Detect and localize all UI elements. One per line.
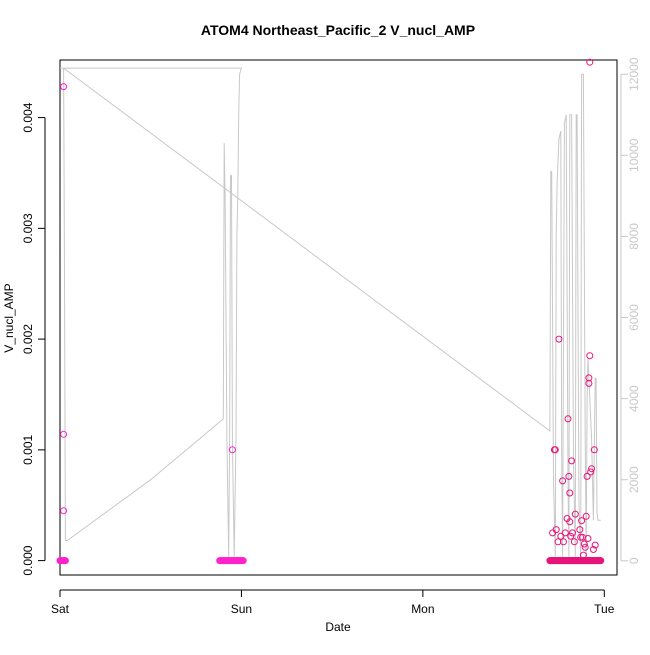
data-point <box>571 510 579 518</box>
line-layer <box>60 67 601 557</box>
data-point <box>569 529 576 537</box>
series-line <box>60 67 601 557</box>
data-point <box>590 446 598 454</box>
data-point <box>586 58 594 66</box>
data-point <box>578 517 586 525</box>
right-tick-label: 10000 <box>627 138 641 172</box>
data-point <box>566 489 574 497</box>
data-point <box>557 532 565 540</box>
data-point <box>589 546 597 553</box>
data-point <box>579 551 587 559</box>
y-tick-label: 0.002 <box>21 324 35 354</box>
data-point <box>564 415 572 423</box>
data-point <box>551 446 559 454</box>
data-point <box>570 538 578 546</box>
right-tick-label: 4000 <box>627 385 641 412</box>
data-point <box>585 379 593 387</box>
x-tick-label: Sat <box>51 602 70 616</box>
data-point <box>559 477 567 485</box>
x-tick-label: Sun <box>231 602 252 616</box>
axes-layer: Sat Sun Mon Tue 0.000 0.001 0.002 0.003 0.004 0 20… <box>21 57 641 616</box>
data-point <box>566 518 574 526</box>
y-tick-label: 0.003 <box>21 213 35 243</box>
data-point <box>576 526 584 534</box>
data-point <box>587 468 595 476</box>
data-point <box>60 430 68 438</box>
x-axis-label: Date <box>325 620 351 634</box>
data-point <box>597 557 605 565</box>
plot-frame <box>59 59 618 576</box>
data-point <box>591 541 599 549</box>
data-point <box>565 472 573 480</box>
data-point <box>239 557 247 565</box>
data-point <box>584 535 592 542</box>
right-tick-label: 6000 <box>627 304 641 331</box>
y-tick-label: 0.001 <box>21 435 35 465</box>
data-point <box>582 512 590 520</box>
data-point <box>60 83 68 91</box>
points-layer <box>56 58 605 565</box>
data-point <box>228 446 236 454</box>
data-point <box>61 557 69 565</box>
right-tick-label: 2000 <box>627 466 641 493</box>
data-point <box>567 532 575 540</box>
y-tick-label: 0.000 <box>21 545 35 575</box>
data-point <box>581 543 589 551</box>
x-tick-label: Mon <box>411 602 434 616</box>
data-point <box>560 538 567 546</box>
data-point <box>555 335 563 343</box>
data-point <box>580 540 588 548</box>
right-tick-label: 0 <box>627 557 641 564</box>
data-point <box>568 457 576 465</box>
right-tick-label: 8000 <box>627 223 641 250</box>
y-tick-label: 0.004 <box>21 102 35 132</box>
right-tick-label: 12000 <box>627 57 641 91</box>
data-point <box>60 507 68 515</box>
y-axis-label: V_nucl_AMP <box>2 283 16 352</box>
data-point <box>552 526 560 534</box>
data-point <box>586 352 594 360</box>
data-point <box>588 465 596 473</box>
data-point <box>561 529 569 537</box>
chart-title: ATOM4 Northeast_Pacific_2 V_nucl_AMP <box>201 22 475 38</box>
x-tick-label: Tue <box>594 602 615 616</box>
data-point <box>583 472 591 480</box>
